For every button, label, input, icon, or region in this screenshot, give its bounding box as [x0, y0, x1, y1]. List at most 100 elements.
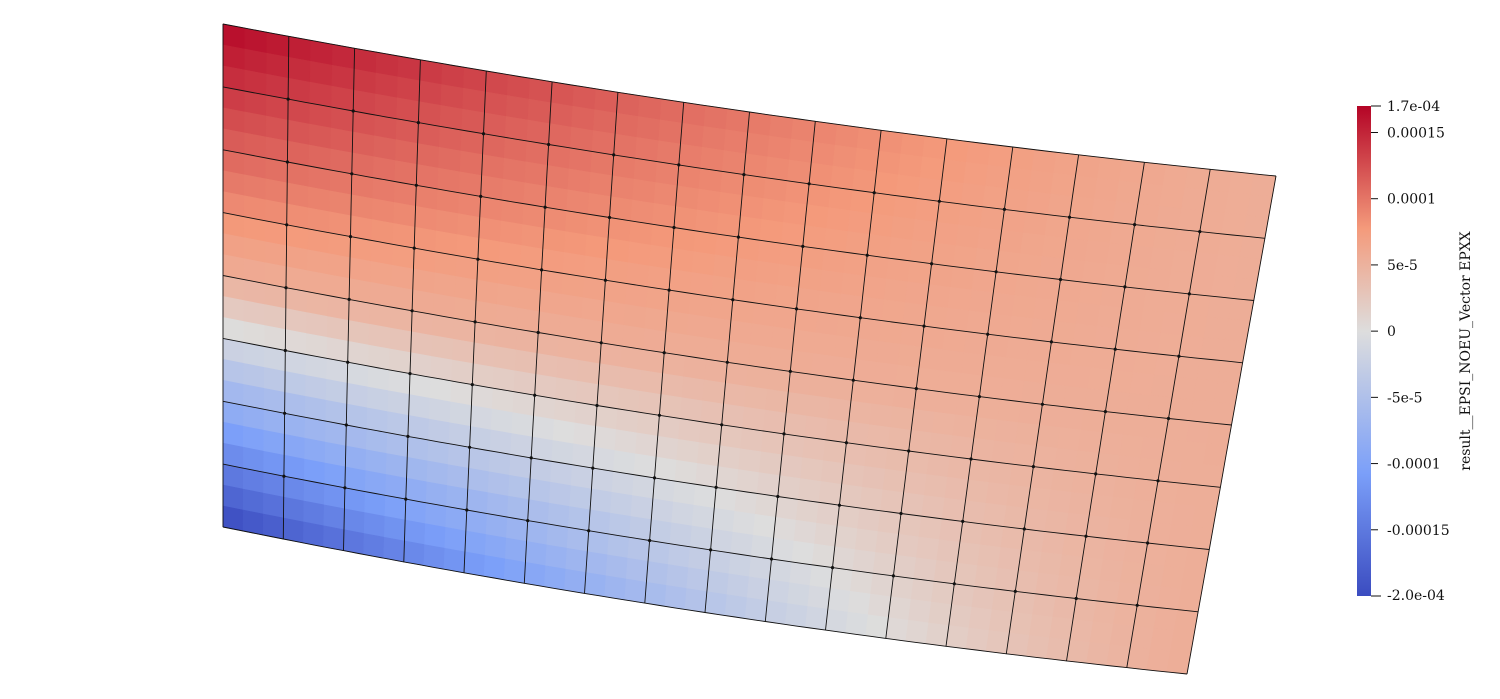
field-fill-patch	[1235, 256, 1262, 281]
field-fill-patch	[600, 321, 624, 347]
field-fill-patch	[725, 361, 749, 387]
field-fill-patch	[752, 513, 777, 539]
field-fill-patch	[522, 203, 546, 229]
field-fill-patch	[1250, 173, 1277, 198]
field-fill-patch	[1192, 252, 1219, 276]
field-fill-patch	[834, 335, 859, 360]
field-fill-patch	[609, 196, 633, 222]
field-fill-patch	[516, 307, 540, 333]
field-fill-patch	[242, 488, 264, 515]
field-fill-patch	[1132, 351, 1159, 376]
field-fill-patch	[1042, 383, 1067, 408]
field-fill-patch	[383, 536, 405, 563]
field-fill-patch	[410, 331, 433, 357]
field-fill-patch	[283, 433, 306, 460]
field-fill-patch	[495, 304, 519, 330]
field-fill-patch	[789, 350, 814, 375]
field-fill-patch	[1127, 245, 1154, 269]
field-fill-patch	[794, 308, 819, 334]
field-fill-patch	[1150, 374, 1176, 399]
field-fill-patch	[635, 137, 659, 162]
field-fill-patch	[369, 281, 393, 308]
field-fill-patch	[548, 123, 572, 149]
field-fill-patch	[918, 346, 943, 371]
mesh-node	[769, 557, 774, 561]
field-fill-patch	[323, 483, 346, 510]
field-fill-patch	[852, 549, 876, 574]
mesh-node	[672, 225, 676, 230]
field-fill-patch	[1147, 395, 1173, 419]
field-fill-patch	[929, 432, 954, 457]
field-fill-patch	[1053, 151, 1079, 176]
mesh-node	[662, 351, 666, 355]
field-fill-patch	[1021, 380, 1046, 405]
field-fill-patch	[763, 177, 788, 202]
field-fill-patch	[1020, 528, 1046, 553]
field-fill-patch	[710, 528, 734, 554]
field-fill-patch	[423, 544, 446, 570]
mesh-node	[285, 160, 289, 164]
field-fill-patch	[573, 422, 596, 448]
field-fill-patch	[1214, 254, 1240, 278]
field-fill-patch	[1087, 219, 1114, 244]
field-fill-patch	[695, 209, 720, 235]
field-fill-patch	[1093, 325, 1119, 350]
field-fill-patch	[467, 467, 490, 494]
field-fill-patch	[791, 540, 815, 566]
field-fill-patch	[745, 132, 770, 158]
field-fill-patch	[738, 215, 763, 241]
field-fill-patch	[732, 278, 757, 304]
mesh-node	[612, 153, 616, 157]
mesh-node	[1187, 292, 1191, 296]
field-fill-patch	[411, 289, 435, 315]
field-fill-patch	[825, 608, 849, 634]
field-fill-patch	[1023, 507, 1049, 532]
field-fill-patch	[324, 441, 347, 468]
field-fill-patch	[1061, 533, 1087, 558]
field-fill-patch	[971, 268, 997, 293]
field-fill-patch	[878, 129, 904, 155]
field-fill-patch	[1159, 185, 1186, 209]
field-fill-patch	[1153, 353, 1180, 378]
field-fill-patch	[871, 382, 896, 407]
field-fill-patch	[502, 157, 527, 184]
field-fill-patch	[364, 470, 387, 496]
field-fill-patch	[707, 317, 732, 342]
field-fill-patch	[715, 466, 739, 491]
field-fill-patch	[404, 519, 426, 545]
field-fill-patch	[1109, 496, 1135, 521]
field-fill-patch	[862, 465, 886, 491]
mesh-node	[709, 548, 713, 552]
field-fill-patch	[650, 498, 674, 524]
field-fill-patch	[982, 185, 1008, 210]
field-fill-patch	[1072, 175, 1098, 200]
field-fill-patch	[968, 289, 994, 314]
field-fill-patch	[686, 567, 710, 592]
field-fill-patch	[407, 415, 430, 441]
mesh-node	[677, 163, 681, 167]
field-fill-patch	[749, 323, 774, 348]
field-fill-patch	[463, 551, 486, 577]
field-fill-patch	[876, 150, 901, 176]
field-fill-patch	[285, 245, 308, 272]
field-fill-patch	[781, 433, 806, 459]
field-fill-patch	[592, 446, 616, 472]
field-fill-patch	[385, 474, 407, 500]
field-fill-patch	[440, 84, 464, 110]
field-fill-patch	[1153, 607, 1179, 631]
field-fill-patch	[1093, 177, 1120, 202]
field-fill-patch	[629, 220, 653, 246]
field-fill-patch	[344, 487, 366, 513]
field-fill-patch	[992, 271, 1018, 296]
field-fill-patch	[448, 422, 471, 448]
field-fill-patch	[734, 490, 758, 515]
field-fill-patch	[951, 583, 975, 608]
field-fill-patch	[1221, 212, 1248, 237]
field-fill-patch	[660, 373, 684, 399]
field-fill-patch	[1178, 461, 1204, 486]
field-fill-patch	[1053, 447, 1079, 472]
mesh-node	[977, 395, 982, 399]
field-fill-patch	[574, 401, 598, 427]
field-fill-patch	[507, 495, 530, 521]
